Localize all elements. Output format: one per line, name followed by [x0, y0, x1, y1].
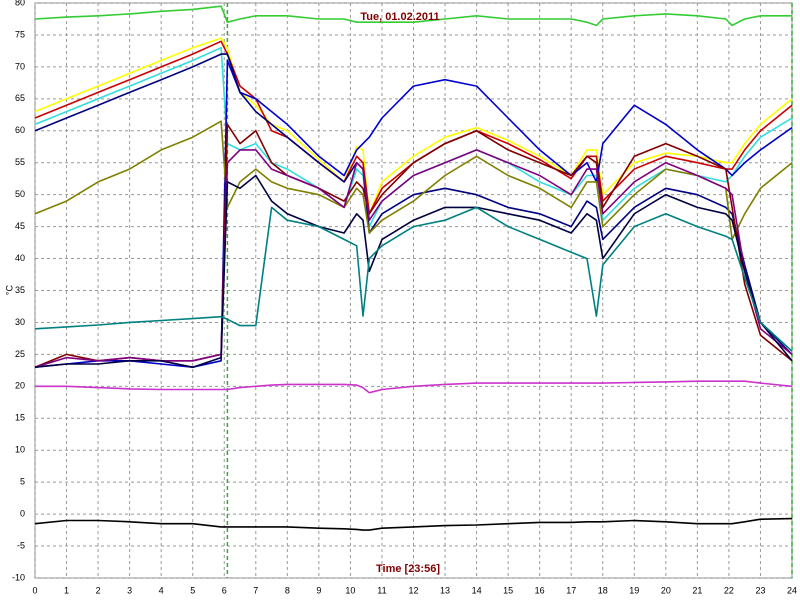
series-line [34, 120, 793, 241]
x-tick-label: 24 [787, 585, 797, 595]
x-tick-label: 1 [64, 585, 69, 595]
series-line [34, 53, 793, 355]
x-tick-label: 12 [408, 585, 418, 595]
x-axis-label: Time [23:56] [376, 563, 440, 575]
y-axis-label: °C [4, 284, 14, 295]
x-tick-label: 15 [503, 585, 513, 595]
x-tick-label: 3 [127, 585, 132, 595]
x-tick-label: 13 [440, 585, 450, 595]
x-tick-label: 9 [316, 585, 321, 595]
y-tick-label: 15 [15, 413, 25, 423]
x-tick-label: 8 [285, 585, 290, 595]
x-tick-label: 19 [629, 585, 639, 595]
y-tick-label: 0 [20, 508, 25, 518]
x-tick-label: 2 [96, 585, 101, 595]
x-tick-label: 21 [692, 585, 702, 595]
series-line [34, 40, 793, 215]
x-tick-label: 0 [32, 585, 37, 595]
y-tick-label: 10 [15, 445, 25, 455]
lines [34, 5, 793, 531]
y-tick-label: 30 [15, 317, 25, 327]
series-line [34, 59, 793, 368]
x-tick-label: 16 [535, 585, 545, 595]
x-tick-label: 23 [755, 585, 765, 595]
y-tick-label: -5 [17, 540, 25, 550]
y-tick-label: 45 [15, 221, 25, 231]
y-tick-label: 60 [15, 125, 25, 135]
x-tick-label: 11 [377, 585, 386, 595]
series-line [35, 380, 793, 394]
y-tick-label: 50 [15, 189, 25, 199]
x-tick-label: 5 [190, 585, 195, 595]
y-tick-label: 40 [15, 253, 25, 263]
x-tick-label: 6 [222, 585, 227, 595]
y-tick-label: 80 [15, 0, 25, 7]
y-tick-label: 70 [15, 61, 25, 71]
series-line [34, 174, 793, 368]
series-line [34, 517, 793, 531]
x-tick-label: 4 [159, 585, 164, 595]
y-tick-label: 55 [15, 157, 25, 167]
y-tick-label: 75 [15, 29, 25, 39]
x-tick-label: 7 [253, 585, 258, 595]
chart-title: Tue, 01.02.2011 [360, 11, 439, 23]
x-tick-label: 20 [661, 585, 671, 595]
x-tick-label: 18 [598, 585, 608, 595]
x-tick-label: 22 [724, 585, 734, 595]
y-tick-label: 25 [15, 349, 25, 359]
y-tick-label: 5 [20, 477, 25, 487]
y-tick-label: 20 [15, 381, 25, 391]
y-tick-label: 65 [15, 93, 25, 103]
series-line [34, 5, 792, 27]
series-line [34, 206, 793, 352]
series-line [34, 37, 793, 215]
y-tick-label: 35 [15, 285, 25, 295]
x-tick-label: 14 [472, 585, 482, 595]
x-tick-label: 10 [345, 585, 355, 595]
x-tick-label: 17 [566, 585, 576, 595]
series-line [34, 149, 793, 368]
y-tick-label: -10 [12, 572, 25, 582]
